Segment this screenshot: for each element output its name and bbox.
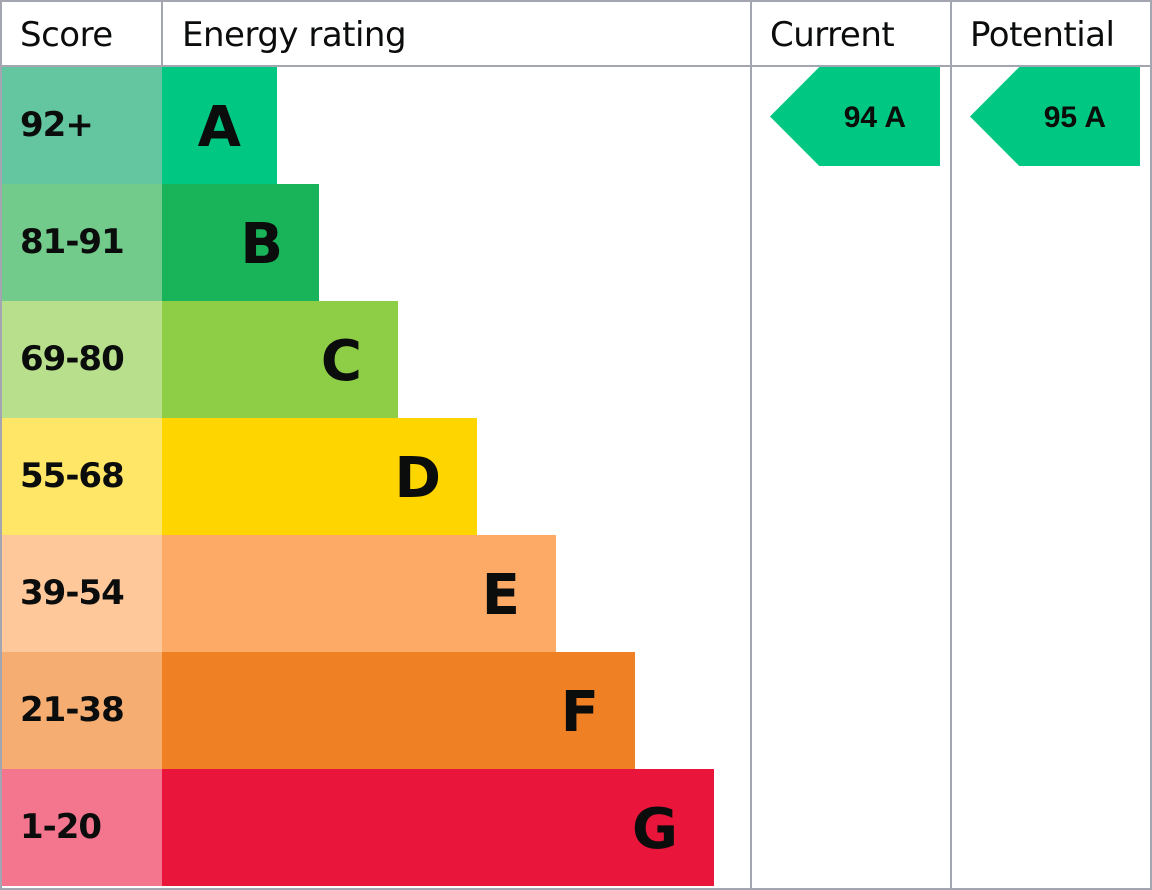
score-range-e: 39-54	[2, 535, 162, 652]
score-range-f: 21-38	[2, 652, 162, 769]
grid-line	[0, 888, 1152, 890]
grid-line	[0, 0, 1152, 2]
rating-bar-a: A	[162, 67, 277, 184]
grid-line	[1150, 0, 1152, 890]
score-range-c: 69-80	[2, 301, 162, 418]
header-score: Score	[20, 15, 113, 55]
rating-bar-e: E	[162, 535, 556, 652]
grid-line	[0, 0, 2, 890]
header-energy-rating: Energy rating	[182, 15, 407, 55]
grid-line	[750, 0, 752, 890]
header-potential: Potential	[970, 15, 1115, 55]
rating-bar-c: C	[162, 301, 398, 418]
score-range-d: 55-68	[2, 418, 162, 535]
header-current: Current	[770, 15, 895, 55]
grid-line	[0, 65, 1152, 67]
rating-bar-f: F	[162, 652, 635, 769]
rating-bar-b: B	[162, 184, 319, 301]
rating-bar-g: G	[162, 769, 714, 886]
score-range-b: 81-91	[2, 184, 162, 301]
current-rating-arrow: 94 A	[770, 67, 940, 166]
grid-line	[161, 0, 163, 67]
score-range-a: 92+	[2, 67, 162, 184]
potential-rating-arrow: 95 A	[970, 67, 1140, 166]
score-range-g: 1-20	[2, 769, 162, 886]
grid-line	[950, 0, 952, 890]
rating-bar-d: D	[162, 418, 477, 535]
